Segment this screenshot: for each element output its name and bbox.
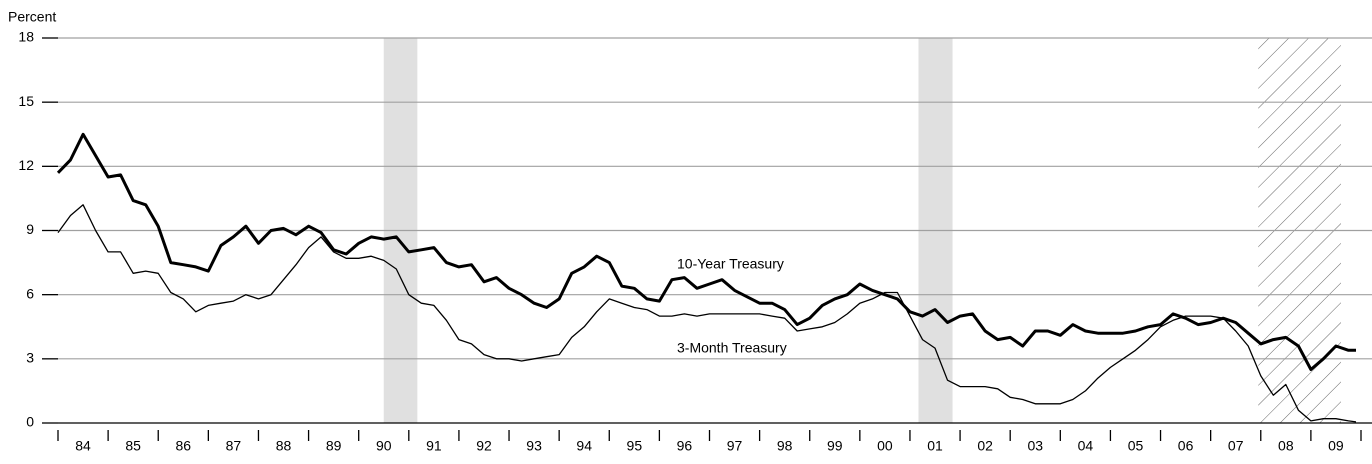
y-tick-label: 6 — [26, 285, 34, 301]
x-tick-label: 00 — [877, 438, 893, 454]
x-tick-label: 89 — [326, 438, 342, 454]
x-tick-label: 87 — [226, 438, 242, 454]
y-tick-label: 0 — [26, 414, 34, 430]
x-tick-label: 98 — [777, 438, 793, 454]
x-tick-label: 02 — [977, 438, 993, 454]
x-tick-label: 95 — [627, 438, 643, 454]
y-tick-label: 3 — [26, 350, 34, 366]
y-tick-label: 18 — [18, 29, 34, 45]
x-tick-label: 06 — [1178, 438, 1194, 454]
series-label: 3-Month Treasury — [677, 340, 787, 356]
x-tick-label: 03 — [1027, 438, 1043, 454]
x-tick-label: 01 — [927, 438, 943, 454]
x-tick-label: 90 — [376, 438, 392, 454]
series-label: 10-Year Treasury — [677, 256, 784, 272]
x-tick-label: 84 — [75, 438, 91, 454]
y-tick-label: 9 — [26, 221, 34, 237]
x-tick-label: 93 — [526, 438, 542, 454]
x-tick-label: 86 — [175, 438, 191, 454]
x-tick-label: 85 — [125, 438, 141, 454]
x-tick-label: 96 — [677, 438, 693, 454]
x-tick-label: 97 — [727, 438, 743, 454]
x-tick-label: 05 — [1128, 438, 1144, 454]
x-tick-label: 04 — [1078, 438, 1094, 454]
x-tick-label: 08 — [1278, 438, 1294, 454]
x-tick-label: 99 — [827, 438, 843, 454]
y-tick-label: 15 — [18, 93, 34, 109]
series-line — [56, 132, 1356, 371]
x-tick-label: 09 — [1328, 438, 1344, 454]
x-tick-label: 94 — [576, 438, 592, 454]
series-line — [57, 204, 1357, 423]
x-tick-label: 91 — [426, 438, 442, 454]
x-tick-label: 07 — [1228, 438, 1244, 454]
y-tick-label: 12 — [18, 157, 34, 173]
x-tick-label: 92 — [476, 438, 492, 454]
y-axis-label: Percent — [8, 9, 56, 25]
x-tick-label: 88 — [276, 438, 292, 454]
